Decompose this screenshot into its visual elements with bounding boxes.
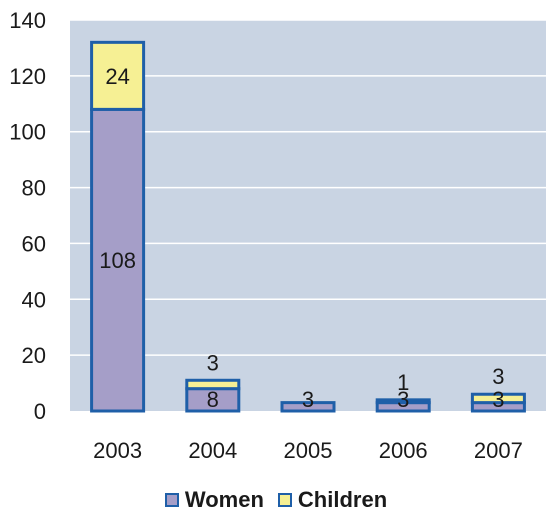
y-axis-ticks: 0 20 40 60 80 100 120 140 bbox=[9, 8, 46, 424]
x-tick-label: 2005 bbox=[284, 438, 333, 463]
legend-label-children: Children bbox=[297, 487, 388, 512]
bar-children-2006 bbox=[375, 398, 431, 405]
y-tick-label: 80 bbox=[22, 176, 46, 201]
data-label-children-2004: 3 bbox=[207, 350, 219, 375]
plot-area bbox=[70, 20, 546, 411]
y-tick-label: 120 bbox=[9, 64, 46, 89]
y-tick-label: 140 bbox=[9, 8, 46, 33]
x-axis-ticks: 2003 2004 2005 2006 2007 bbox=[93, 438, 523, 463]
data-label-women-2003: 108 bbox=[99, 248, 136, 273]
y-tick-label: 100 bbox=[9, 120, 46, 145]
bar-women-2005 bbox=[280, 401, 336, 413]
legend-item-women: Women bbox=[164, 487, 264, 513]
data-label-women-2004: 8 bbox=[207, 387, 219, 412]
x-tick-label: 2003 bbox=[93, 438, 142, 463]
data-label-women-2007: 3 bbox=[492, 387, 504, 412]
bar-children-2007 bbox=[470, 392, 526, 405]
x-tick-label: 2007 bbox=[474, 438, 523, 463]
data-label-women-2005: 3 bbox=[302, 387, 314, 412]
y-tick-label: 20 bbox=[22, 343, 46, 368]
legend-swatch-children bbox=[277, 493, 292, 507]
data-label-children-2007: 3 bbox=[492, 364, 504, 389]
legend-swatch-women bbox=[164, 493, 179, 507]
data-label-women-2006: 3 bbox=[397, 387, 409, 412]
gridlines bbox=[70, 19, 546, 356]
legend: Women Children bbox=[0, 485, 552, 515]
y-tick-label: 40 bbox=[22, 287, 46, 312]
data-label-children-2006: 1 bbox=[397, 370, 409, 395]
data-label-children-2003: 24 bbox=[105, 64, 129, 89]
y-tick-label: 60 bbox=[22, 231, 46, 256]
legend-label-women: Women bbox=[184, 487, 264, 512]
bar-children-2004 bbox=[185, 378, 241, 391]
plot-background bbox=[70, 20, 546, 411]
x-tick-label: 2006 bbox=[379, 438, 428, 463]
x-tick-label: 2004 bbox=[188, 438, 237, 463]
bar-children-2003 bbox=[90, 40, 146, 111]
legend-item-children: Children bbox=[277, 487, 388, 513]
bars bbox=[90, 40, 526, 413]
y-tick-label: 0 bbox=[34, 399, 46, 424]
